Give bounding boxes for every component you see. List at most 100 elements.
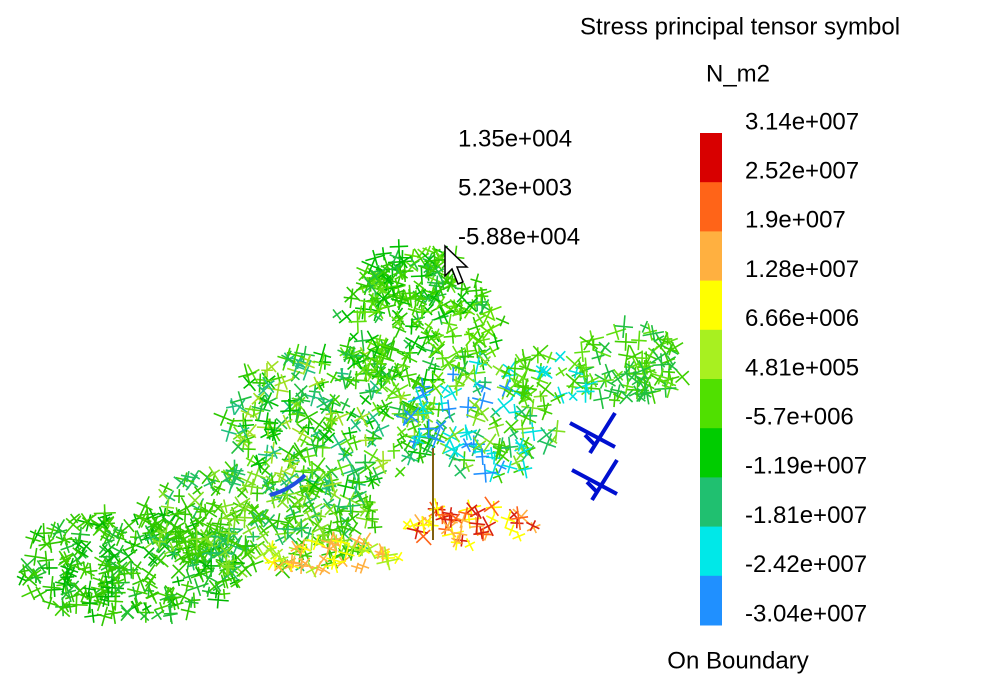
tensor-symbol (163, 605, 178, 625)
tensor-symbol (216, 533, 230, 549)
tensor-symbol (263, 418, 277, 429)
tensor-symbol (530, 344, 549, 362)
tensor-symbol (45, 582, 64, 598)
tensor-symbol (317, 527, 330, 543)
tensor-symbol (424, 320, 434, 332)
tensor-symbol (477, 299, 491, 315)
tensor-symbol (42, 576, 61, 599)
tensor-symbol (591, 348, 605, 366)
tensor-symbol (308, 376, 326, 391)
tensor-symbol (593, 388, 610, 410)
tensor-symbol (487, 416, 505, 437)
tensor-symbol (363, 276, 380, 297)
tensor-symbol (483, 433, 498, 452)
tensor-symbol (157, 521, 175, 544)
tensor-symbol (340, 447, 353, 457)
tensor-symbol (415, 516, 431, 535)
tensor-symbol (376, 552, 400, 571)
tensor-symbol (38, 550, 55, 570)
tensor-symbol (470, 428, 485, 440)
tensor-symbol (290, 396, 306, 411)
legend-level: -2.42e+007 (745, 551, 867, 578)
tensor-symbol (59, 551, 74, 563)
tensor-symbol (300, 446, 317, 467)
tensor-symbol (132, 570, 150, 592)
tensor-symbol (185, 518, 202, 532)
tensor-symbol (475, 448, 490, 465)
tensor-symbol (441, 399, 457, 419)
boundary-symbol (569, 411, 617, 455)
tensor-symbol (636, 350, 649, 366)
tensor-symbol (21, 584, 41, 601)
tensor-symbol (346, 464, 365, 479)
tensor-symbol (259, 472, 274, 490)
tensor-symbol (390, 260, 402, 274)
tensor-symbol (393, 403, 418, 423)
tensor-symbol (274, 374, 295, 390)
tensor-symbol (337, 345, 358, 363)
tensor-symbol (426, 427, 445, 451)
tensor-symbol (154, 601, 169, 614)
tensor-symbol (375, 247, 392, 261)
tensor-symbol (251, 454, 266, 474)
tensor-symbol (454, 464, 467, 479)
tensor-symbol (635, 359, 652, 381)
tensor-symbol (106, 526, 120, 544)
tensor-symbol (319, 498, 335, 510)
tensor-symbol (353, 329, 372, 352)
tensor-symbol (133, 530, 145, 544)
tensor-symbol (456, 512, 470, 529)
tensor-symbol (407, 305, 421, 316)
tensor-symbol (344, 522, 362, 536)
tensor-symbol (367, 367, 391, 386)
color-band (700, 379, 722, 429)
tensor-symbol (170, 562, 187, 580)
tensor-symbol (235, 486, 248, 499)
tensor-symbol (247, 509, 265, 526)
tensor-symbol (422, 356, 440, 372)
tensor-symbol (538, 433, 557, 455)
tensor-symbol (355, 544, 370, 557)
tensor-symbol (305, 561, 319, 578)
legend-level: -3.04e+007 (745, 600, 867, 627)
tensor-symbol (405, 318, 419, 335)
tensor-symbol (123, 540, 141, 554)
tensor-symbol (439, 272, 455, 290)
tensor-symbol (656, 331, 672, 350)
tensor-symbol (217, 545, 234, 558)
tensor-symbol (181, 580, 194, 591)
tensor-symbol (579, 335, 599, 351)
tensor-symbol (104, 602, 123, 624)
tensor-symbol (292, 392, 307, 404)
tensor-symbol (361, 257, 383, 275)
legend-title: Stress principal tensor symbol (580, 13, 900, 40)
tensor-symbol (515, 409, 537, 427)
tensor-symbol (198, 559, 215, 573)
tensor-symbol (72, 547, 84, 557)
tensor-symbol (35, 523, 53, 544)
tensor-symbol (536, 381, 555, 397)
tensor-symbol (70, 558, 85, 571)
tensor-symbol (38, 534, 62, 554)
tensor-symbol (459, 396, 477, 418)
tensor-symbol (373, 334, 386, 345)
tensor-symbol (380, 340, 404, 359)
tensor-symbol (134, 507, 152, 529)
tensor-symbol (424, 260, 444, 276)
tensor-symbol (269, 546, 284, 563)
legend-level: 1.9e+007 (745, 207, 846, 234)
tensor-symbol (525, 520, 540, 532)
tensor-symbol (608, 393, 621, 408)
tensor-symbol (451, 534, 462, 548)
tensor-symbol (368, 346, 384, 359)
tensor-symbol (330, 459, 352, 477)
tensor-symbol (384, 382, 400, 402)
tensor-symbol (337, 475, 355, 498)
tensor-symbol (81, 593, 98, 614)
tensor-symbol (396, 348, 418, 366)
tensor-symbol (443, 385, 463, 401)
tensor-symbol (348, 434, 362, 451)
tensor-symbol (402, 406, 420, 426)
tensor-symbol (304, 477, 324, 493)
